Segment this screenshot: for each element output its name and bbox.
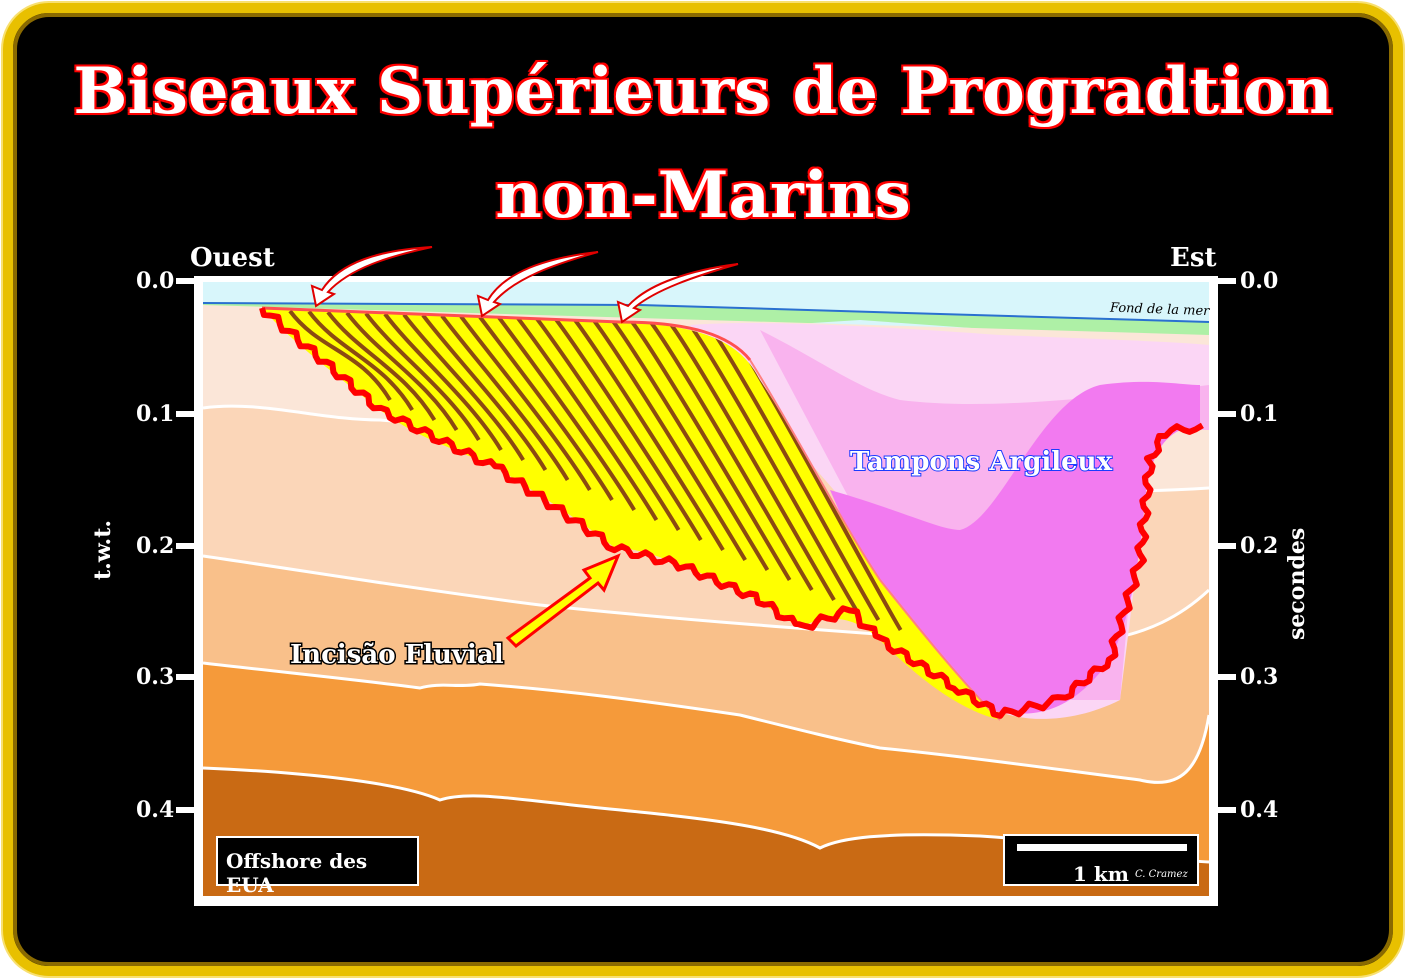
clinoform-line	[497, 316, 636, 512]
clinoform-line	[307, 310, 414, 412]
clinoform-line	[383, 312, 503, 452]
clinoform-line	[573, 318, 725, 552]
toplap-arrow-1	[310, 246, 433, 308]
right-tick-1: 0.1	[1240, 401, 1279, 427]
left-tick-3: 0.3	[136, 664, 175, 690]
clinoform-line	[649, 321, 814, 592]
wedge-front-line	[749, 359, 1001, 721]
progradational-wedge	[262, 308, 1000, 720]
east-label: Est	[1170, 243, 1217, 273]
toplap-arrows	[310, 246, 739, 324]
clinoform-line	[706, 323, 881, 622]
wedge-top-line	[261, 306, 752, 361]
clinoform-line	[345, 311, 459, 432]
clinoform-line	[535, 317, 681, 532]
right-tick-0: 0.0	[1240, 268, 1279, 294]
title-line-2: non-Marins	[494, 157, 911, 234]
right-tick-2: 0.2	[1240, 533, 1279, 559]
west-label: Ouest	[190, 243, 275, 273]
location-box: Offshore des EUA	[216, 836, 419, 897]
right-axis-label: secondes	[1284, 527, 1310, 640]
incision-label: Incisão Fluvial	[290, 640, 504, 670]
sea-floor-line	[203, 302, 1209, 323]
left-axis-label: t.w.t.	[90, 519, 116, 580]
right-tick-4: 0.4	[1240, 797, 1279, 823]
clay-plug-dark	[830, 381, 1200, 714]
clinoform-line	[364, 312, 481, 442]
clinoform-line	[478, 315, 614, 502]
left-tick-4: 0.4	[136, 797, 175, 823]
clinoform-line	[630, 320, 792, 582]
clinoform-line	[611, 320, 770, 572]
fluvial-incision-surface	[259, 307, 1204, 719]
right-tick-3: 0.3	[1240, 664, 1279, 690]
toplap-arrow-2	[476, 251, 599, 318]
clinoform-line	[592, 319, 747, 562]
left-tick-0: 0.0	[136, 268, 175, 294]
clinoform-line	[687, 322, 858, 612]
left-tick-1: 0.1	[136, 401, 175, 427]
incision-arrow	[505, 553, 621, 648]
left-tick-2: 0.2	[136, 533, 175, 559]
author-label: C. Cramez	[1135, 869, 1188, 880]
toplap-arrow-3	[616, 263, 739, 324]
clinoform-line	[288, 309, 392, 402]
clinoform-line	[459, 315, 592, 492]
scale-label: 1 km	[1073, 862, 1129, 886]
clinoform-line	[326, 310, 437, 422]
clay-plugs-label: Tampons Argileux	[850, 447, 1113, 477]
clinoform-lines	[288, 309, 903, 632]
title-line-1: Biseaux Supérieurs de Progradtion	[72, 53, 1333, 130]
sediment-layer-5	[203, 768, 1209, 896]
location-label: Offshore des EUA	[226, 849, 368, 897]
clinoform-line	[516, 317, 659, 522]
scale-box: 1 km C. Cramez	[1003, 834, 1199, 886]
clinoform-line	[668, 321, 836, 602]
clinoform-line	[402, 313, 525, 462]
tick-marks	[176, 278, 1236, 813]
sea-floor-label: Fond de la mer	[1109, 301, 1211, 320]
clinoform-line	[421, 313, 548, 472]
scale-bar	[1017, 844, 1187, 851]
clinoform-line	[554, 318, 703, 542]
clinoform-line	[440, 314, 570, 482]
